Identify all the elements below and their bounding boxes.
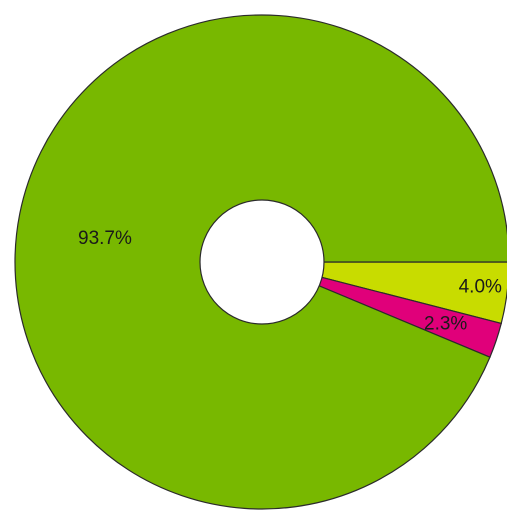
data-label-93-7pct: 93.7% (78, 228, 132, 249)
donut-hole (199, 199, 325, 325)
data-label-2-3pct: 2.3% (424, 314, 467, 335)
label-group: 4.0% 2.3% 93.7% (78, 228, 502, 335)
data-label-4-0pct: 4.0% (459, 276, 502, 297)
